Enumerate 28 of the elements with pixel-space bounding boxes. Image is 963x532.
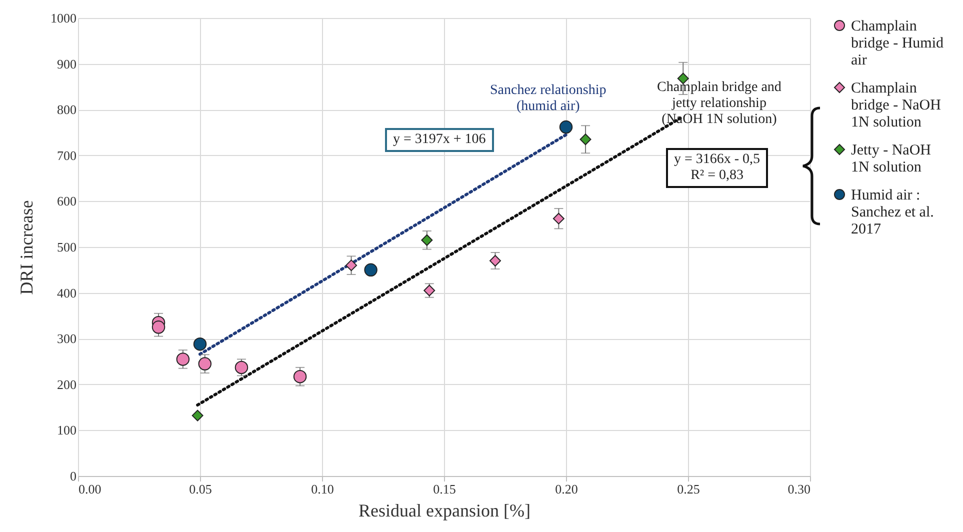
y-tick-label: 200 [57,376,76,392]
y-tick-label: 300 [57,331,76,346]
y-tick-label: 700 [57,148,76,163]
y-axis-title: DRI increase [16,200,36,295]
x-tick-label: 0.30 [788,482,810,496]
annotation: R² = 0,83 [690,168,744,184]
legend-label: Humid air : Sanchez et al. 2017 [851,188,934,238]
x-tick-label: 0.15 [433,482,456,496]
y-tick-label: 800 [57,102,76,118]
x-tick-label: 0.05 [189,482,212,496]
annotation: y = 3166x - 0,5 [674,152,760,167]
y-tick-label: 500 [57,240,76,254]
legend-label: Champlain bridge - NaOH 1N solution [851,80,942,130]
y-tick-label: 600 [57,194,76,209]
x-tick-label: 0.20 [555,482,578,496]
annotation: Sanchez relationship (humid air) [490,83,606,116]
annotation: y = 3197x + 106 [385,128,494,152]
x-tick-label: 0.00 [78,482,102,496]
y-tick-label: 900 [57,56,76,72]
x-axis-title: Residual expansion [%] [358,500,530,520]
x-tick-label: 0.25 [677,482,700,496]
legend-label: Champlain bridge - Humid air [851,18,944,68]
x-tick-label: 0.10 [311,482,334,496]
y-tick-label: 1000 [50,10,76,26]
y-tick-label: 400 [57,285,76,300]
y-tick-label: 0 [70,468,76,484]
legend-label: Jetty - NaOH 1N solution [851,142,932,176]
y-tick-label: 100 [57,422,76,438]
